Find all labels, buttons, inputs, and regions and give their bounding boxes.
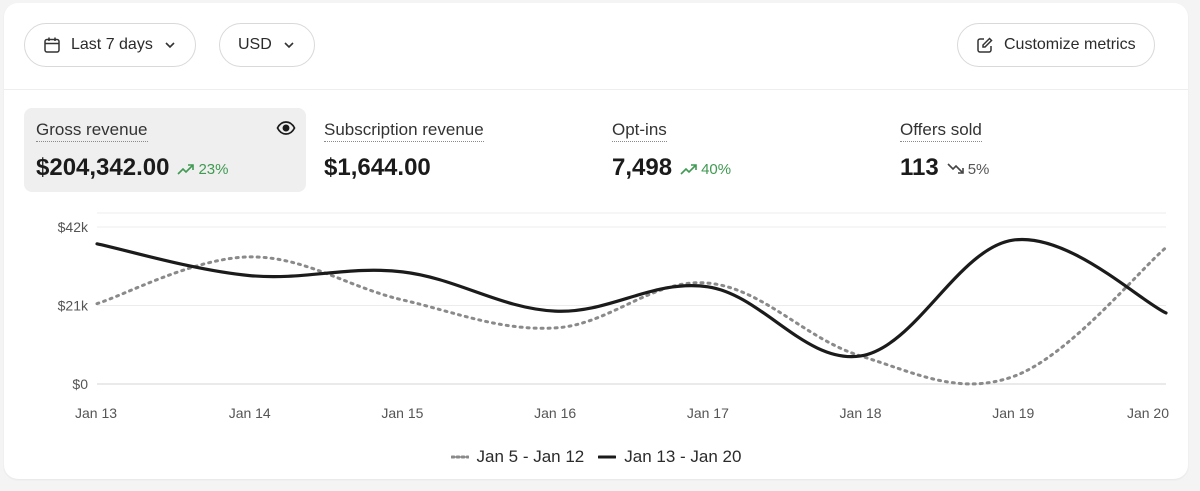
edit-icon [976,36,994,54]
series-line-previous [95,246,1168,386]
metric-offers-sold[interactable]: Offers sold 113 5% [888,108,1170,192]
delta-value: 23% [198,160,229,178]
metric-opt-ins[interactable]: Opt-ins 7,498 40% [600,108,882,192]
legend-label: Jan 5 - Jan 12 [476,447,585,466]
legend-item-current[interactable]: Jan 13 - Jan 20 [598,447,741,467]
chevron-down-icon [163,38,177,52]
metric-value: 7,498 [612,154,673,181]
delta-badge: 5% [947,160,990,178]
metric-label: Offers sold [900,120,982,142]
x-tick-label: Jan 17 [687,405,729,421]
legend-item-previous[interactable]: Jan 5 - Jan 12 [450,447,585,467]
x-tick-label: Jan 13 [75,405,117,421]
trend-up-icon [680,164,697,175]
metric-label: Gross revenue [36,120,148,142]
date-range-dropdown[interactable]: Last 7 days [24,23,196,67]
delta-value: 5% [967,160,990,178]
series-line-current [95,237,1168,359]
chevron-down-icon [282,38,296,52]
toolbar: Last 7 days USD Customize metrics [4,3,1188,90]
metric-subscription-revenue[interactable]: Subscription revenue $1,644.00 [312,108,594,192]
metric-value: 113 [900,154,939,181]
trend-down-icon [947,163,964,174]
date-range-label: Last 7 days [71,36,153,53]
x-tick-label: Jan 15 [381,405,423,421]
x-tick-label: Jan 16 [534,405,576,421]
delta-value: 40% [701,160,732,178]
y-tick-label: $21k [58,298,89,314]
revenue-card: Last 7 days USD Customize metrics Gross … [4,3,1188,479]
customize-metrics-button[interactable]: Customize metrics [957,23,1155,67]
legend-label: Jan 13 - Jan 20 [624,447,742,466]
y-tick-label: $42k [58,219,89,235]
chart-legend: Jan 5 - Jan 12 Jan 13 - Jan 20 [4,447,1188,467]
customize-metrics-label: Customize metrics [1004,36,1136,53]
metric-label: Subscription revenue [324,120,484,142]
delta-badge: 23% [177,160,229,178]
delta-badge: 40% [680,161,731,178]
y-tick-label: $0 [72,376,88,392]
dotted-line-icon [450,455,469,459]
metric-gross-revenue[interactable]: Gross revenue $204,342.00 23% [24,108,306,192]
eye-icon[interactable] [276,120,296,141]
calendar-icon [43,36,61,54]
x-tick-label: Jan 19 [992,405,1034,421]
solid-line-icon [598,455,617,459]
trend-up-icon [177,164,195,175]
revenue-line-chart: $0 $21k $42k Jan 13 Jan 14 Jan 15 Jan 16 Jan 17… [58,212,1169,421]
currency-label: USD [238,36,272,53]
metric-value: $204,342.00 [36,154,170,181]
x-tick-label: Jan 18 [840,405,882,421]
metric-value: $1,644.00 [324,154,431,181]
x-tick-label: Jan 20 [1127,405,1169,421]
currency-dropdown[interactable]: USD [219,23,315,67]
metric-label: Opt-ins [612,120,667,142]
x-tick-label: Jan 14 [229,405,271,421]
